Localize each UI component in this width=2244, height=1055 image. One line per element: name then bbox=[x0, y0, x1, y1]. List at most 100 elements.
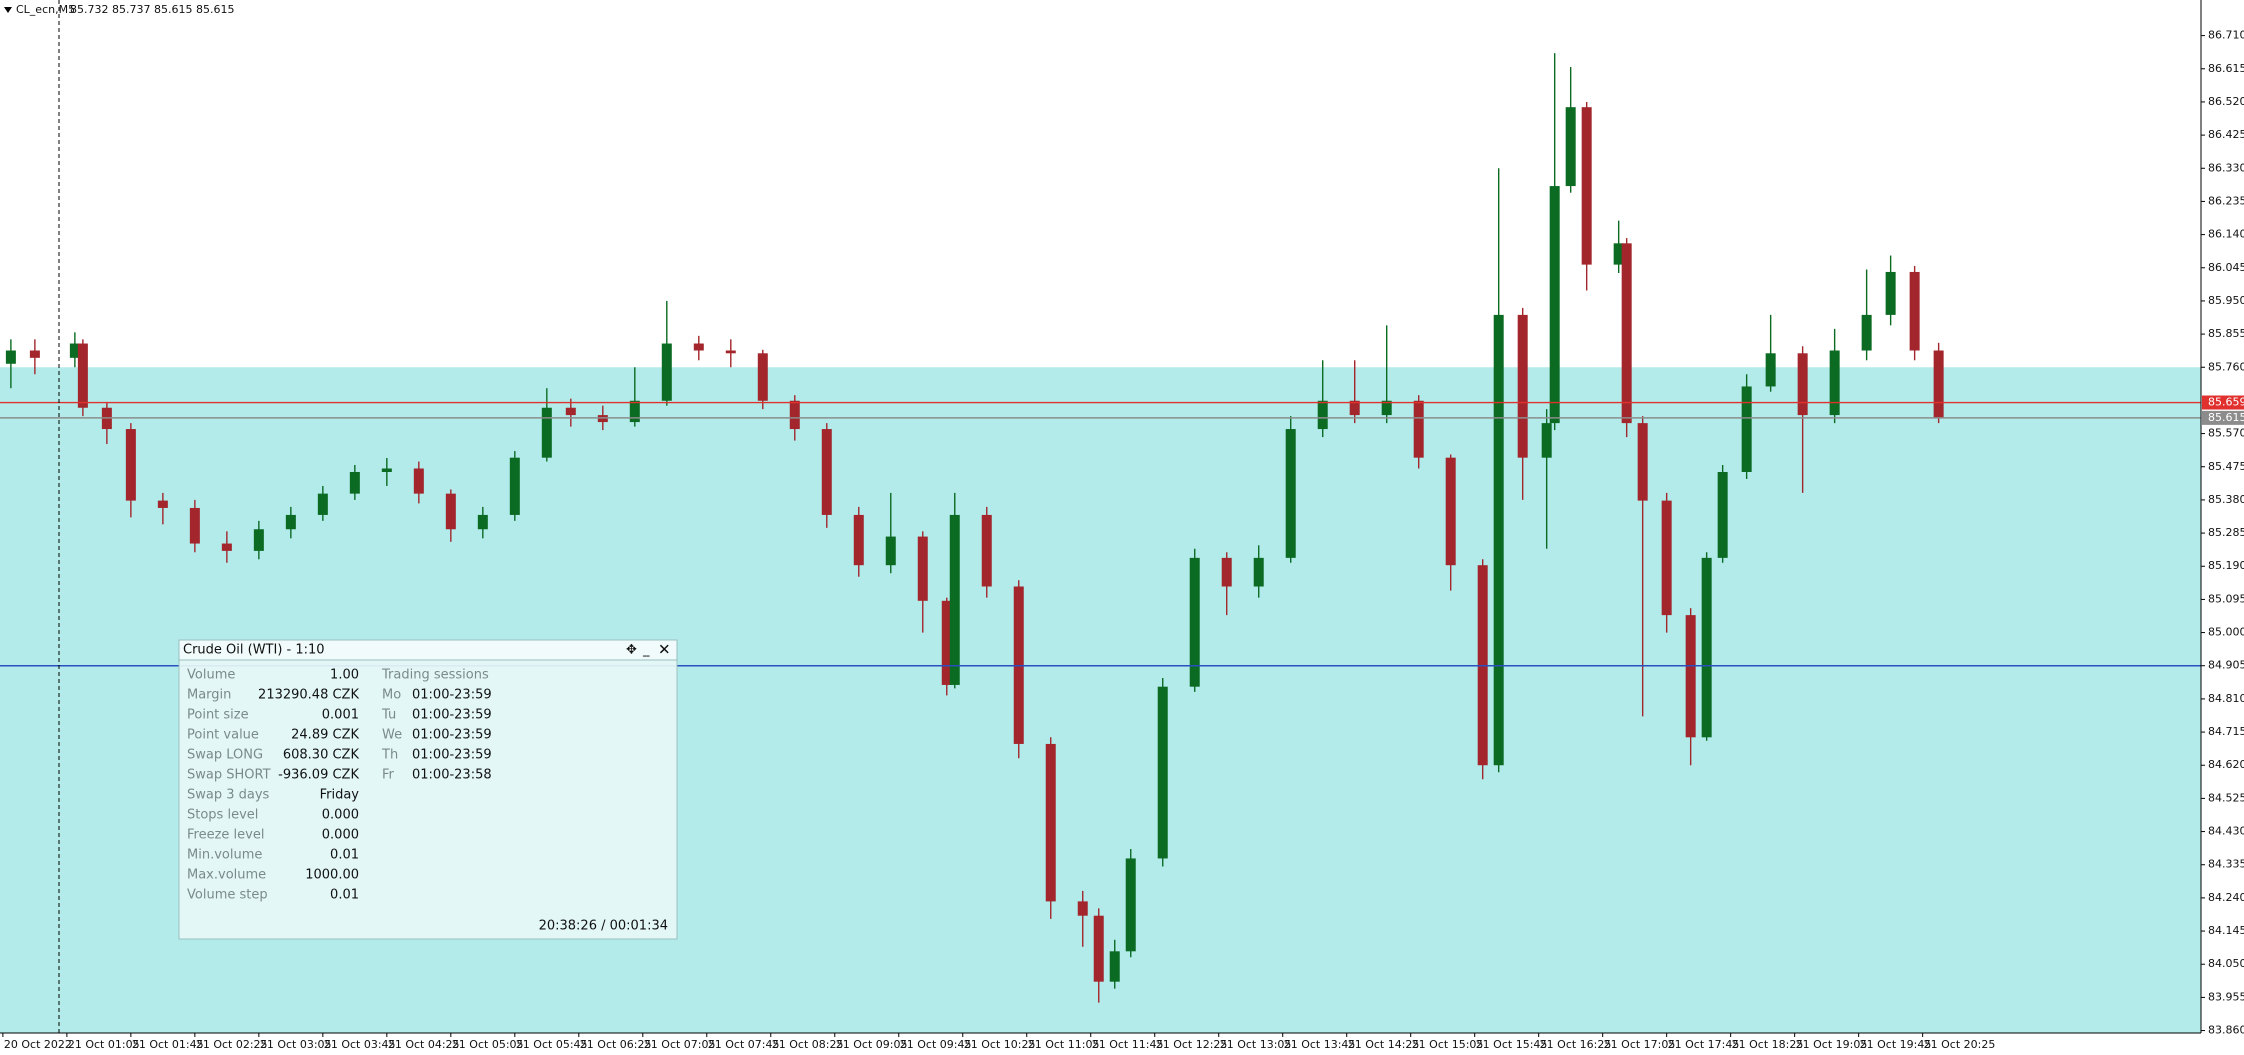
price-label: 85.615 bbox=[2208, 411, 2244, 424]
candle-body bbox=[477, 514, 488, 530]
y-tick-label: 85.760 bbox=[2208, 360, 2244, 373]
x-tick-label: 21 Oct 02:25 bbox=[196, 1038, 268, 1051]
x-tick-label: 21 Oct 13:05 bbox=[1220, 1038, 1292, 1051]
y-tick-label: 86.425 bbox=[2208, 128, 2244, 141]
x-tick-label: 21 Oct 12:25 bbox=[1156, 1038, 1228, 1051]
y-tick-label: 85.000 bbox=[2208, 626, 2244, 639]
candle-body bbox=[5, 350, 16, 364]
y-tick-label: 83.955 bbox=[2208, 990, 2244, 1003]
y-tick-label: 85.950 bbox=[2208, 294, 2244, 307]
session-time: 01:00-23:59 bbox=[412, 688, 492, 703]
field-value: 0.000 bbox=[322, 828, 359, 843]
menu-arrow[interactable] bbox=[4, 7, 12, 13]
x-tick-label: 21 Oct 17:05 bbox=[1604, 1038, 1676, 1051]
field-label: Swap 3 days bbox=[187, 788, 270, 803]
y-tick-label: 84.810 bbox=[2208, 692, 2244, 705]
close-button[interactable]: ✕ bbox=[658, 641, 671, 659]
y-tick-label: 84.050 bbox=[2208, 957, 2244, 970]
field-label: Margin bbox=[187, 688, 231, 703]
field-value: 213290.48 CZK bbox=[258, 688, 359, 703]
candle-body bbox=[1661, 500, 1672, 616]
x-tick-label: 21 Oct 14:25 bbox=[1348, 1038, 1420, 1051]
session-time: 01:00-23:59 bbox=[412, 708, 492, 723]
x-tick-label: 21 Oct 13:45 bbox=[1284, 1038, 1356, 1051]
minimize-button[interactable]: _ bbox=[642, 643, 650, 658]
candle-body bbox=[1157, 686, 1168, 859]
y-tick-label: 84.525 bbox=[2208, 791, 2244, 804]
candle-body bbox=[77, 343, 88, 408]
x-tick-label: 21 Oct 10:25 bbox=[964, 1038, 1036, 1051]
session-time: 01:00-23:59 bbox=[412, 748, 492, 763]
x-tick-label: 21 Oct 07:05 bbox=[644, 1038, 716, 1051]
candle-body bbox=[885, 536, 896, 566]
sessions-title: Trading sessions bbox=[381, 668, 489, 683]
candle-body bbox=[541, 407, 552, 458]
candle-body bbox=[157, 500, 168, 508]
candle-body bbox=[381, 468, 392, 472]
candle-body bbox=[917, 536, 928, 601]
candle-body bbox=[1581, 107, 1592, 265]
x-tick-label: 21 Oct 11:45 bbox=[1092, 1038, 1164, 1051]
session-time: 01:00-23:59 bbox=[412, 728, 492, 743]
candle-body bbox=[1109, 951, 1120, 982]
candle-body bbox=[285, 514, 296, 530]
candle-body bbox=[1045, 743, 1056, 902]
symbol: CL_ecn,M5 bbox=[16, 3, 75, 16]
x-tick-label: 21 Oct 07:45 bbox=[708, 1038, 780, 1051]
y-tick-label: 85.570 bbox=[2208, 427, 2244, 440]
move-button[interactable]: ✥ bbox=[626, 643, 637, 658]
candle-body bbox=[1741, 386, 1752, 472]
x-tick-label: 21 Oct 05:45 bbox=[516, 1038, 588, 1051]
field-label: Point value bbox=[187, 728, 259, 743]
x-tick-label: 21 Oct 19:05 bbox=[1796, 1038, 1868, 1051]
y-tick-label: 85.380 bbox=[2208, 493, 2244, 506]
quote: 85.732 85.737 85.615 85.615 bbox=[70, 3, 234, 16]
price-label: 85.659 bbox=[2208, 396, 2244, 409]
y-tick-label: 86.615 bbox=[2208, 62, 2244, 75]
x-tick-label: 21 Oct 11:05 bbox=[1028, 1038, 1100, 1051]
field-label: Freeze level bbox=[187, 828, 264, 843]
candle-body bbox=[1861, 314, 1872, 351]
session-day: Tu bbox=[381, 708, 396, 723]
field-value: Friday bbox=[320, 788, 360, 803]
candle-body bbox=[317, 493, 328, 515]
session-day: Th bbox=[381, 748, 398, 763]
session-day: Mo bbox=[382, 688, 401, 703]
candle-body bbox=[1829, 350, 1840, 416]
session-day: Fr bbox=[382, 768, 395, 783]
candle-body bbox=[949, 514, 960, 685]
candle-body bbox=[69, 343, 80, 358]
candle-body bbox=[1541, 423, 1552, 458]
y-tick-label: 85.095 bbox=[2208, 592, 2244, 605]
candle-body bbox=[1493, 314, 1504, 766]
field-label: Stops level bbox=[187, 808, 258, 823]
field-value: -936.09 CZK bbox=[278, 768, 359, 783]
candle-body bbox=[1285, 429, 1296, 558]
x-tick-label: 21 Oct 09:05 bbox=[836, 1038, 908, 1051]
info-panel: Crude Oil (WTI) - 1:10 ✥ _ ✕ Volume 1.00 M… bbox=[178, 639, 678, 940]
y-tick-label: 84.240 bbox=[2208, 891, 2244, 904]
y-tick-label: 86.140 bbox=[2208, 228, 2244, 241]
panel-footer: 20:38:26 / 00:01:34 bbox=[539, 919, 668, 934]
x-tick-label: 21 Oct 16:25 bbox=[1540, 1038, 1612, 1051]
panel-box bbox=[178, 639, 678, 940]
x-tick-label: 21 Oct 17:45 bbox=[1668, 1038, 1740, 1051]
candle-body bbox=[253, 529, 264, 551]
x-tick-label: 21 Oct 15:05 bbox=[1412, 1038, 1484, 1051]
candle-body bbox=[1933, 350, 1944, 418]
candle-body bbox=[565, 407, 576, 416]
y-tick-label: 85.855 bbox=[2208, 327, 2244, 340]
field-value: 1000.00 bbox=[305, 868, 359, 883]
field-label: Max.volume bbox=[187, 868, 266, 883]
candle-body bbox=[1381, 400, 1392, 416]
candle-body bbox=[1517, 314, 1528, 458]
x-tick-label: 21 Oct 01:45 bbox=[132, 1038, 204, 1051]
candle-body bbox=[661, 343, 672, 401]
x-tick-label: 21 Oct 05:05 bbox=[452, 1038, 524, 1051]
x-tick-label: 21 Oct 08:25 bbox=[772, 1038, 844, 1051]
candle-body bbox=[1413, 400, 1424, 458]
candle-body bbox=[1253, 557, 1264, 587]
candle-body bbox=[1701, 557, 1712, 738]
x-tick-label: 21 Oct 03:05 bbox=[260, 1038, 332, 1051]
y-tick-label: 84.335 bbox=[2208, 858, 2244, 871]
